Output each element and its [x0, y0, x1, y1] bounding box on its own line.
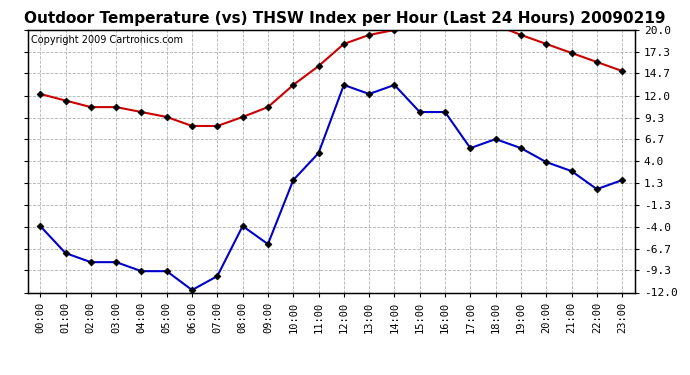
Text: Outdoor Temperature (vs) THSW Index per Hour (Last 24 Hours) 20090219: Outdoor Temperature (vs) THSW Index per … — [24, 11, 666, 26]
Text: Copyright 2009 Cartronics.com: Copyright 2009 Cartronics.com — [30, 35, 183, 45]
